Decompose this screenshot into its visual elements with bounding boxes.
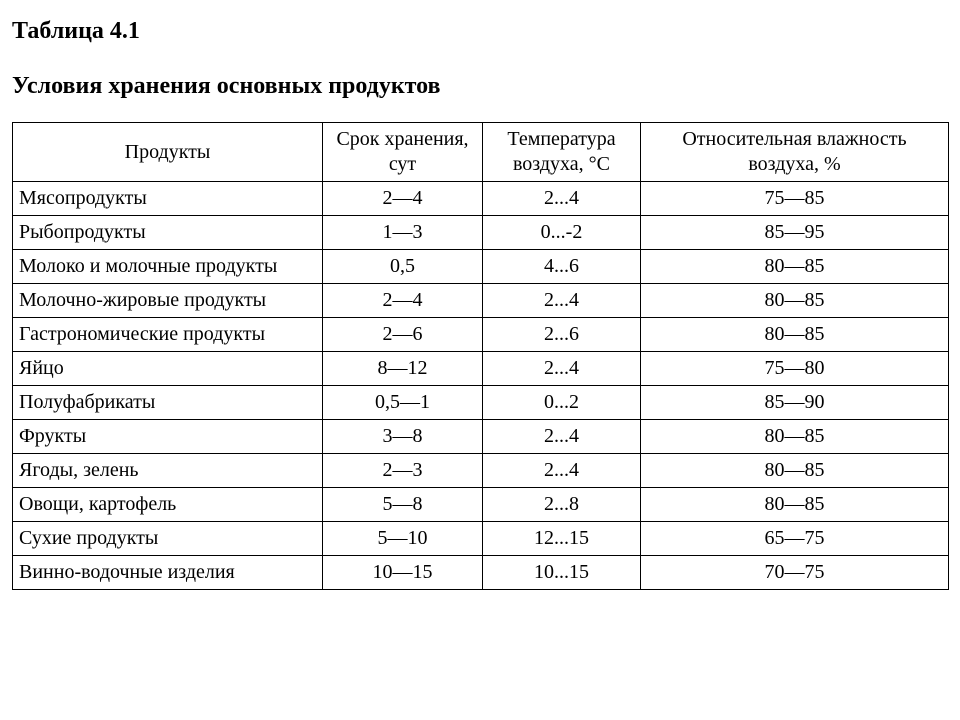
product-name: Овощи, картофель — [13, 488, 323, 522]
shelf-life: 1—3 — [323, 216, 483, 250]
table-row: Овощи, картофель 5—8 2...8 80—85 — [13, 488, 949, 522]
table-number: Таблица 4.1 — [12, 18, 948, 45]
shelf-life: 10—15 — [323, 556, 483, 590]
column-header-temperature: Температура воздуха, °С — [483, 123, 641, 182]
humidity: 65—75 — [641, 522, 949, 556]
product-name: Молочно-жировые продукты — [13, 284, 323, 318]
table-header-row: Продукты Срок хранения, сут Температура … — [13, 123, 949, 182]
table-row: Яйцо 8—12 2...4 75—80 — [13, 352, 949, 386]
table-row: Молочно-жировые продукты 2—4 2...4 80—85 — [13, 284, 949, 318]
temperature: 2...4 — [483, 284, 641, 318]
table-row: Полуфабрикаты 0,5—1 0...2 85—90 — [13, 386, 949, 420]
table-row: Сухие продукты 5—10 12...15 65—75 — [13, 522, 949, 556]
humidity: 80—85 — [641, 420, 949, 454]
shelf-life: 0,5 — [323, 250, 483, 284]
temperature: 10...15 — [483, 556, 641, 590]
table-row: Рыбопродукты 1—3 0...-2 85—95 — [13, 216, 949, 250]
humidity: 75—85 — [641, 182, 949, 216]
temperature: 2...8 — [483, 488, 641, 522]
temperature: 12...15 — [483, 522, 641, 556]
shelf-life: 5—8 — [323, 488, 483, 522]
table-row: Мясопродукты 2—4 2...4 75—85 — [13, 182, 949, 216]
humidity: 85—90 — [641, 386, 949, 420]
temperature: 2...4 — [483, 182, 641, 216]
temperature: 2...4 — [483, 420, 641, 454]
shelf-life: 2—3 — [323, 454, 483, 488]
product-name: Сухие продукты — [13, 522, 323, 556]
table-title: Условия хранения основных продуктов — [12, 73, 948, 100]
table-row: Фрукты 3—8 2...4 80—85 — [13, 420, 949, 454]
humidity: 80—85 — [641, 318, 949, 352]
shelf-life: 2—4 — [323, 182, 483, 216]
product-name: Ягоды, зелень — [13, 454, 323, 488]
shelf-life: 0,5—1 — [323, 386, 483, 420]
shelf-life: 2—4 — [323, 284, 483, 318]
humidity: 70—75 — [641, 556, 949, 590]
temperature: 2...4 — [483, 352, 641, 386]
product-name: Гастрономические продукты — [13, 318, 323, 352]
humidity: 80—85 — [641, 284, 949, 318]
humidity: 80—85 — [641, 454, 949, 488]
shelf-life: 8—12 — [323, 352, 483, 386]
product-name: Рыбопродукты — [13, 216, 323, 250]
shelf-life: 3—8 — [323, 420, 483, 454]
temperature: 2...4 — [483, 454, 641, 488]
shelf-life: 2—6 — [323, 318, 483, 352]
column-header-shelf-life: Срок хранения, сут — [323, 123, 483, 182]
shelf-life: 5—10 — [323, 522, 483, 556]
temperature: 4...6 — [483, 250, 641, 284]
product-name: Винно-водочные изделия — [13, 556, 323, 590]
table-row: Винно-водочные изделия 10—15 10...15 70—… — [13, 556, 949, 590]
temperature: 2...6 — [483, 318, 641, 352]
humidity: 75—80 — [641, 352, 949, 386]
table-header: Продукты Срок хранения, сут Температура … — [13, 123, 949, 182]
humidity: 80—85 — [641, 250, 949, 284]
column-header-products: Продукты — [13, 123, 323, 182]
column-header-humidity: Относительная влажность воздуха, % — [641, 123, 949, 182]
product-name: Мясопродукты — [13, 182, 323, 216]
table-body: Мясопродукты 2—4 2...4 75—85 Рыбопродукт… — [13, 182, 949, 590]
product-name: Полуфабрикаты — [13, 386, 323, 420]
storage-conditions-table: Продукты Срок хранения, сут Температура … — [12, 122, 949, 590]
humidity: 80—85 — [641, 488, 949, 522]
temperature: 0...2 — [483, 386, 641, 420]
temperature: 0...-2 — [483, 216, 641, 250]
table-row: Гастрономические продукты 2—6 2...6 80—8… — [13, 318, 949, 352]
humidity: 85—95 — [641, 216, 949, 250]
table-row: Ягоды, зелень 2—3 2...4 80—85 — [13, 454, 949, 488]
table-row: Молоко и молочные продукты 0,5 4...6 80—… — [13, 250, 949, 284]
product-name: Фрукты — [13, 420, 323, 454]
product-name: Молоко и молочные продукты — [13, 250, 323, 284]
product-name: Яйцо — [13, 352, 323, 386]
